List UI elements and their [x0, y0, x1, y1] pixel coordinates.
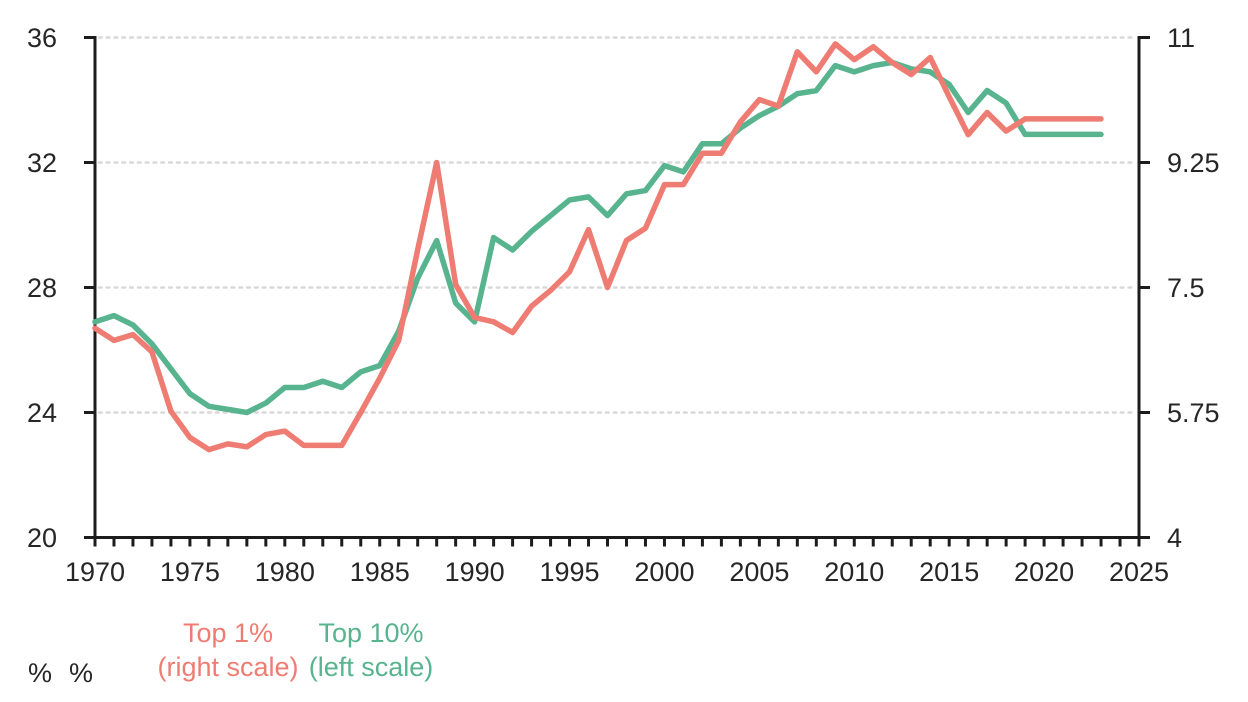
- x-tick-label: 1995: [540, 557, 600, 587]
- x-tick-label: 2015: [919, 557, 979, 587]
- top10-line: [92, 59, 1104, 416]
- x-tick-label: 2025: [1109, 557, 1169, 587]
- legend-top1: Top 1% (right scale): [128, 616, 328, 684]
- y-right-tick-label: 5.75: [1167, 398, 1220, 428]
- x-tick-label: 1975: [160, 557, 220, 587]
- y-left-tick-label: 36: [27, 23, 57, 53]
- legend-top1-sublabel: (right scale): [157, 652, 299, 682]
- x-tick-label: 1990: [445, 557, 505, 587]
- right-axis-unit-label: %: [69, 658, 94, 688]
- legend-top1-label: Top 1%: [182, 618, 274, 648]
- y-left-tick-label: 28: [27, 273, 57, 303]
- y-left-tick-label: 20: [27, 523, 57, 553]
- axis-unit-labels: %%: [28, 658, 110, 689]
- legend-top10: Top 10% (left scale): [296, 616, 446, 684]
- x-tick-label: 2020: [1014, 557, 1074, 587]
- legend-top10-sublabel: (left scale): [308, 652, 434, 682]
- y-right-tick-label: 9.25: [1167, 148, 1220, 178]
- left-axis-unit-label: %: [28, 658, 53, 688]
- x-tick-label: 2000: [634, 557, 694, 587]
- x-tick-label: 2010: [824, 557, 884, 587]
- y-right-tick-label: 4: [1167, 523, 1182, 553]
- y-right-tick-label: 11: [1167, 23, 1195, 53]
- x-tick-label: 1985: [350, 557, 410, 587]
- y-right-tick-label: 7.5: [1167, 273, 1205, 303]
- top1-line: [92, 41, 1104, 453]
- y-left-tick-label: 32: [27, 148, 57, 178]
- y-left-tick-label: 24: [27, 398, 57, 428]
- x-tick-label: 1970: [65, 557, 125, 587]
- x-tick-label: 1980: [255, 557, 315, 587]
- legend-top10-label: Top 10%: [318, 618, 424, 648]
- x-tick-label: 2005: [729, 557, 789, 587]
